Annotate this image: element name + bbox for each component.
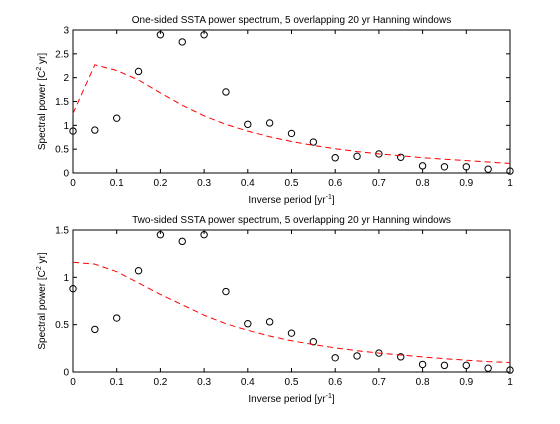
panel-2: Two-sided SSTA power spectrum, 5 overlap… [36,215,514,405]
x-axis-label-text: Inverse period [yr [248,195,326,206]
x-tick-label: 0.3 [197,178,211,189]
x-tick-label: 0.9 [459,377,473,388]
x-tick-label: 0.5 [285,178,299,189]
data-point-circle [91,325,99,334]
axes-box [72,29,511,174]
data-point-circle [462,361,470,370]
data-point-circle [331,354,339,362]
chart-title: Two-sided SSTA power spectrum, 5 overlap… [132,215,451,226]
data-point-circle [244,120,252,129]
y-tick-label: 0.5 [55,145,69,156]
data-point-circle [265,318,274,326]
data-point-circle [331,154,339,162]
data-point-circle [91,126,99,134]
data-point-circle [418,360,427,369]
x-axis-label: Inverse period [yr-1] [248,393,335,405]
data-point-circle [222,88,230,96]
data-point-circle [134,267,143,275]
y-axis-label-superscript: 2 [36,266,43,270]
data-point-circle [244,320,252,328]
x-tick-label: 0.9 [459,178,473,189]
x-tick-label: 0.8 [416,377,430,388]
x-tick-label: 0.7 [372,178,386,189]
x-tick-label: 0.3 [197,377,211,388]
data-point-circle [113,314,121,322]
x-tick-label: 0.8 [416,178,430,189]
data-point-circle [69,284,77,293]
y-tick-label: 0 [63,368,69,379]
data-point-circle [506,366,514,374]
y-tick-label: 2.5 [55,49,69,60]
data-point-circle [200,31,208,39]
data-point-circle [178,38,186,46]
x-axis-label-end: ] [332,195,335,206]
y-tick-label: 0 [63,169,69,180]
data-point-circle [156,31,165,39]
data-point-circle [287,329,296,337]
y-tick-label: 3 [63,26,69,37]
data-point-circle [309,138,318,146]
data-point-circle [134,67,143,76]
data-point-circle [484,165,492,173]
data-point-circle [113,114,121,122]
x-tick-label: 0.7 [372,377,386,388]
x-tick-label: 0.4 [241,178,255,189]
x-tick-label: 0.2 [153,377,167,388]
data-point-circle [287,129,296,138]
data-point-circle [418,162,427,170]
fit-line-dashed [72,261,511,363]
data-point-circle [69,127,77,135]
x-tick-label: 0 [70,178,76,189]
data-point-circle [397,353,405,361]
x-tick-label: 0.1 [110,178,124,189]
y-tick-label: 2 [63,73,69,84]
data-point-circle [440,361,449,370]
fit-line-dashed [72,64,511,164]
panel-1: One-sided SSTA power spectrum, 5 overlap… [36,15,514,206]
data-point-circle [484,364,492,372]
x-axis-label-text: Inverse period [yr [248,394,326,405]
y-axis-label-superscript: 2 [36,67,43,71]
y-tick-label: 1.5 [55,97,69,108]
y-axis-label: Spectral power [C2 yr] [36,53,48,150]
x-tick-label: 0.6 [328,377,342,388]
data-point-circle [200,231,208,239]
x-tick-label: 1 [507,178,513,189]
x-tick-label: 0 [70,377,76,388]
x-tick-label: 0.5 [285,377,299,388]
data-point-circle [440,163,449,171]
data-point-circle [265,119,274,127]
x-axis-label-superscript: -1 [326,194,332,201]
x-tick-label: 0.6 [328,178,342,189]
y-tick-label: 1 [63,273,69,284]
x-axis-label-superscript: -1 [326,393,332,400]
data-point-circle [353,152,361,161]
data-point-circle [353,352,361,360]
y-tick-label: 0.5 [55,320,69,331]
y-tick-label: 1.5 [55,226,69,237]
y-axis-label-end: yr] [37,53,48,67]
data-point-circle [506,167,514,175]
data-point-circle [397,153,405,161]
axes-box [72,229,511,373]
y-axis-label-text: Spectral power [C [37,270,48,349]
y-tick-label: 1 [63,121,69,132]
y-axis-label: Spectral power [C2 yr] [36,252,48,349]
chart-title: One-sided SSTA power spectrum, 5 overlap… [132,15,451,26]
data-point-circle [156,231,165,239]
x-axis-label-end: ] [332,394,335,405]
data-point-circle [309,338,318,346]
data-point-circle [222,287,230,296]
x-tick-label: 0.4 [241,377,255,388]
data-point-circle [462,163,470,171]
x-tick-label: 1 [507,377,513,388]
y-axis-label-end: yr] [37,252,48,266]
data-point-circle [178,237,186,246]
x-tick-label: 0.1 [110,377,124,388]
y-axis-label-text: Spectral power [C [37,71,48,150]
x-axis-label: Inverse period [yr-1] [248,194,335,206]
x-tick-label: 0.2 [153,178,167,189]
